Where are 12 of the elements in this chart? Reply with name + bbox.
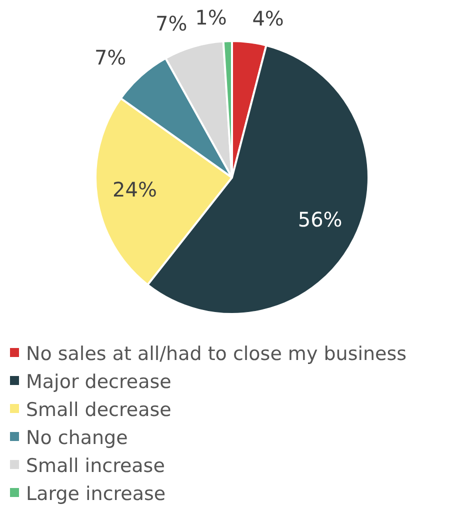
data-label: 56% [298, 207, 342, 232]
data-label: 1% [195, 5, 227, 30]
legend-label: Large increase [25, 482, 167, 507]
legend-label: No change [25, 426, 129, 451]
data-label: 7% [155, 12, 188, 36]
legend-label: No sales at all/had to close my business [25, 342, 407, 367]
data-label: 7% [94, 46, 126, 70]
data-label: 24% [112, 178, 157, 202]
legend-label: Small increase [25, 454, 166, 479]
data-label: 4% [252, 6, 284, 30]
legend-label: Small decrease [25, 398, 172, 423]
legend-label: Major decrease [25, 370, 172, 395]
